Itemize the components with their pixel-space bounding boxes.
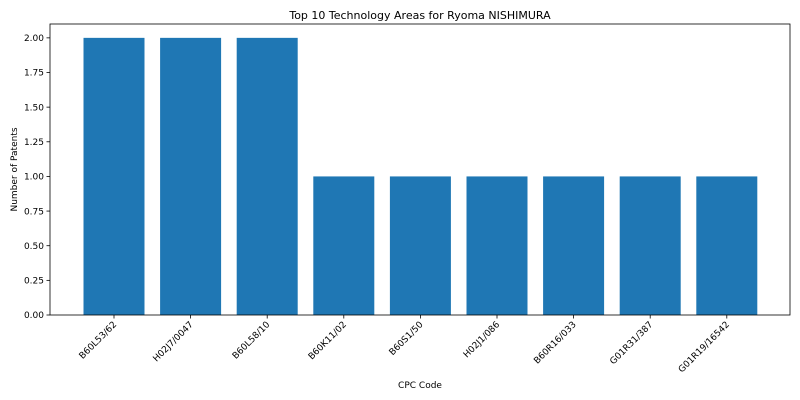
x-tick-label: B60R16/033 (532, 320, 578, 366)
chart-title: Top 10 Technology Areas for Ryoma NISHIM… (288, 9, 551, 22)
x-axis: B60L53/62 H02J7/0047 B60L58/10 B60K11/02 B60… (78, 315, 732, 375)
bar-G01R19/16542 (696, 176, 757, 315)
y-axis-label: Number of Patents (10, 127, 20, 211)
bar-H02J1/086 (467, 176, 528, 315)
x-tick-label: G01R19/16542 (677, 320, 732, 375)
x-tick-label: H02J7/0047 (151, 320, 195, 364)
bars-group (84, 38, 758, 315)
x-axis-label: CPC Code (398, 381, 442, 391)
y-axis: 0.00 0.25 0.50 0.75 1.00 1.25 1.50 1.75 2.00 (24, 34, 50, 321)
x-tick-label: H02J1/086 (462, 320, 502, 360)
x-tick-label: B60L53/62 (78, 320, 119, 361)
bar-B60L53/62 (84, 38, 145, 315)
y-tick-label: 2.00 (24, 34, 44, 44)
bar-B60L58/10 (237, 38, 298, 315)
bar-B60S1/50 (390, 176, 451, 315)
x-tick-label: B60K11/02 (307, 320, 349, 362)
x-tick-label: B60L58/10 (231, 320, 273, 362)
bar-B60R16/033 (543, 176, 604, 315)
y-tick-label: 0.50 (24, 242, 44, 252)
y-tick-label: 1.00 (24, 173, 44, 183)
bar-H02J7/0047 (160, 38, 221, 315)
y-tick-label: 1.75 (24, 69, 44, 79)
bar-G01R31/387 (620, 176, 681, 315)
y-tick-label: 1.25 (24, 138, 44, 148)
bar-B60K11/02 (313, 176, 374, 315)
y-tick-label: 1.50 (24, 103, 44, 113)
y-tick-label: 0.00 (24, 311, 44, 321)
y-tick-label: 0.25 (24, 277, 44, 287)
y-tick-label: 0.75 (24, 207, 44, 217)
x-tick-label: G01R31/387 (608, 320, 655, 367)
x-tick-label: B60S1/50 (388, 320, 426, 358)
